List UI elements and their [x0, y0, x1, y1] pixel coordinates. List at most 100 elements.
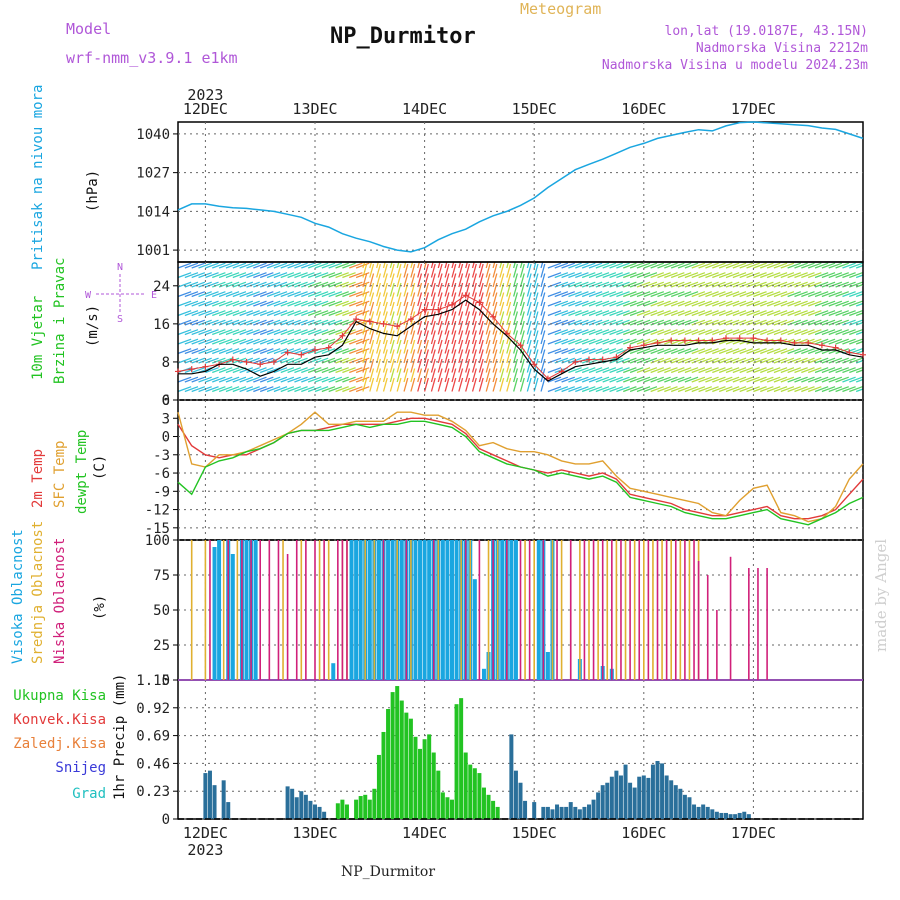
wind-barb: [643, 329, 658, 336]
wind-barb: [684, 310, 699, 317]
wind-barb: [362, 292, 368, 307]
wind-barb: [814, 281, 829, 288]
cloud-bar: [487, 540, 490, 680]
wind-barb: [821, 300, 836, 307]
wind-barb: [677, 376, 692, 383]
wind-barb: [437, 282, 443, 297]
wind-barb: [650, 300, 665, 307]
wind-barb: [506, 311, 512, 326]
wind-barb: [280, 310, 295, 317]
wind-barb: [410, 330, 416, 345]
wind-barb: [718, 272, 733, 279]
wind-barb: [471, 301, 477, 316]
wind-barb: [602, 376, 617, 383]
wind-barb: [451, 377, 457, 392]
wind-barb: [266, 338, 281, 345]
wind-barb: [410, 358, 416, 373]
cloud-bar: [513, 540, 518, 680]
wind-barb: [540, 273, 546, 288]
compass-w: W: [85, 290, 92, 301]
wind-barb: [828, 338, 843, 345]
wind-barb: [862, 352, 863, 354]
wind-barb: [629, 376, 644, 383]
cloud-bar: [533, 540, 535, 680]
wind-barb: [205, 367, 219, 374]
wind-barb: [533, 320, 539, 335]
wind-barb: [616, 272, 630, 279]
wind-barb: [623, 272, 637, 279]
wind-barb: [423, 368, 429, 383]
wind-barb: [212, 262, 226, 269]
precip-bar: [495, 806, 500, 819]
cloud-bar: [390, 540, 395, 680]
wind-barb: [246, 319, 260, 326]
wind-barb: [835, 329, 849, 336]
wind-barb: [376, 301, 382, 316]
wind-barb: [239, 329, 254, 336]
wind-barb: [266, 329, 281, 336]
wind-barb: [602, 367, 617, 374]
wind-barb: [191, 319, 206, 326]
wind-barb: [335, 319, 349, 326]
top-date-label: 16DEC: [621, 100, 666, 118]
wind-barb: [732, 262, 747, 269]
precip-bar: [724, 812, 728, 819]
wind-barb: [595, 376, 610, 383]
wind-barb: [349, 367, 363, 374]
wind-barb: [602, 348, 617, 355]
wind-barb: [191, 300, 206, 307]
wind-barb: [382, 358, 388, 373]
wind-barb: [430, 339, 436, 354]
wind-barb: [478, 349, 484, 364]
precip-bar: [614, 770, 619, 819]
wind-barb: [499, 292, 505, 307]
precip-panel: 00.230.460.690.921.15: [136, 673, 864, 828]
wind-barb: [430, 273, 436, 288]
wind-barb: [862, 295, 863, 297]
wind-barb: [198, 329, 212, 336]
wind-barb: [396, 377, 402, 392]
wind-barb: [526, 320, 532, 335]
wind-barb: [403, 358, 409, 373]
wind-barb: [369, 282, 375, 297]
precip-bar: [404, 712, 409, 819]
precip-bar: [719, 812, 724, 819]
wind-barb: [423, 262, 427, 269]
wind-barb: [533, 292, 539, 307]
wind-barb: [294, 386, 308, 393]
wind-barb: [739, 262, 754, 269]
wind-barb: [712, 376, 726, 383]
wind-barb: [588, 376, 603, 383]
wind-barb: [451, 292, 457, 307]
wind-barb: [471, 282, 477, 297]
wind-barb: [670, 272, 685, 279]
wind-barb: [780, 281, 795, 288]
wind-barb: [533, 273, 539, 288]
wind-barb: [218, 329, 233, 336]
precip-bar: [596, 792, 601, 819]
cloud-bar: [633, 540, 636, 680]
wind-barb: [218, 310, 233, 317]
cloud-bar: [545, 652, 550, 680]
wind-barb: [342, 319, 356, 326]
wind-barb: [650, 376, 665, 383]
wind-barb: [485, 292, 491, 307]
wind-barb: [492, 262, 496, 269]
wind-gust-marker: [818, 342, 825, 349]
wind-barb: [807, 281, 822, 288]
wind-barb: [396, 292, 402, 307]
wind-barb: [437, 349, 443, 364]
wind-barb: [533, 282, 539, 297]
wind-barb: [787, 272, 802, 279]
wind-barb: [780, 386, 795, 393]
wind-barb: [376, 292, 382, 307]
temp-line-dewpt-temp: [177, 420, 864, 526]
wind-barb: [684, 357, 699, 364]
wind-barb: [650, 262, 665, 269]
wind-barb: [205, 357, 219, 364]
wind-barb: [794, 329, 808, 336]
wind-barb: [506, 358, 512, 373]
wind-barb: [561, 329, 575, 336]
precip-bar: [422, 739, 427, 819]
cloud-bar: [601, 540, 604, 680]
